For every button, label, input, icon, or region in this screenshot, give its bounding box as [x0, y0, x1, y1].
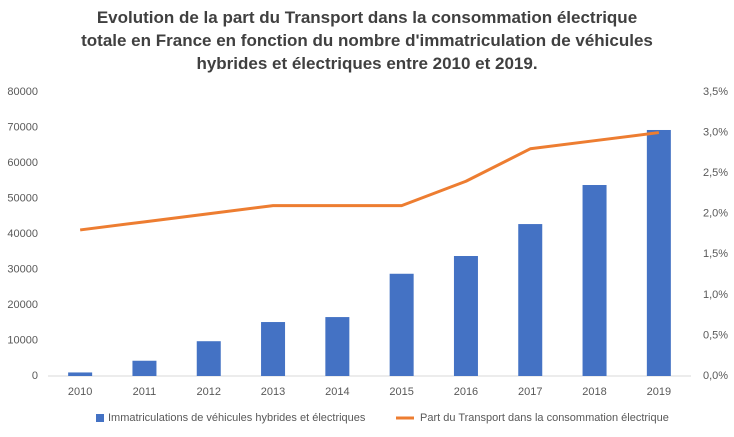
bar: [325, 317, 350, 376]
y2-tick-label: 0,5%: [703, 329, 728, 341]
y-tick-label: 70000: [7, 121, 38, 133]
y-tick-label: 60000: [7, 157, 38, 169]
y-tick-label: 0: [32, 370, 38, 382]
y-tick-label: 40000: [7, 228, 38, 240]
y2-tick-label: 1,0%: [703, 289, 728, 301]
bar: [196, 341, 221, 376]
line: [79, 131, 660, 232]
x-tick-label: 2017: [518, 386, 542, 398]
y2-tick-label: 0,0%: [703, 370, 728, 382]
x-tick-label: 2019: [647, 386, 671, 398]
chart-title: Evolution de la part du Transport dans l…: [81, 8, 653, 73]
bar: [261, 322, 286, 376]
x-tick-label: 2012: [197, 386, 221, 398]
bar: [68, 372, 93, 376]
y-tick-label: 50000: [7, 192, 38, 204]
y-tick-label: 10000: [7, 334, 38, 346]
legend-label: Part du Transport dans la consommation é…: [420, 412, 669, 424]
y2-tick-label: 2,5%: [703, 167, 728, 179]
y-tick-label: 80000: [7, 86, 38, 98]
x-tick-label: 2013: [261, 386, 285, 398]
x-tick-label: 2016: [454, 386, 478, 398]
x-tick-label: 2015: [389, 386, 413, 398]
bar: [132, 360, 157, 376]
bar: [453, 256, 478, 376]
bar: [518, 224, 543, 376]
x-tick-label: 2014: [325, 386, 349, 398]
bar: [389, 273, 414, 376]
legend-swatch: [96, 414, 104, 422]
y2-tick-label: 3,0%: [703, 126, 728, 138]
y2-tick-label: 3,5%: [703, 86, 728, 98]
bar: [582, 185, 607, 376]
y2-tick-label: 1,5%: [703, 248, 728, 260]
x-tick-label: 2010: [68, 386, 92, 398]
bar: [646, 129, 671, 376]
x-tick-label: 2018: [582, 386, 606, 398]
y-tick-label: 30000: [7, 263, 38, 275]
x-tick-label: 2011: [133, 386, 157, 398]
y-tick-label: 20000: [7, 299, 38, 311]
y2-tick-label: 2,0%: [703, 208, 728, 220]
legend-label: Immatriculations de véhicules hybrides e…: [108, 412, 366, 424]
